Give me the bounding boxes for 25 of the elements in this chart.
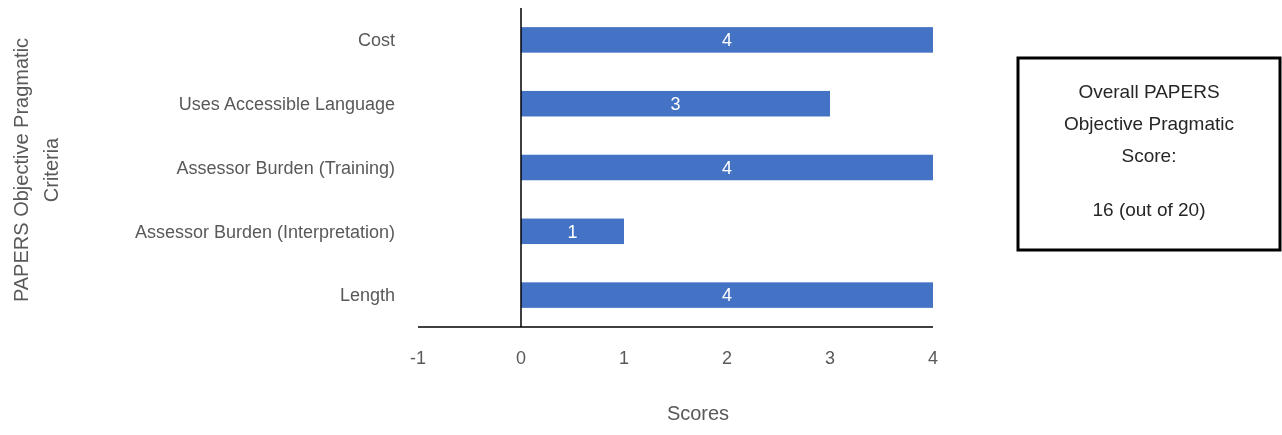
- bar: [521, 154, 933, 181]
- x-axis-title: Scores: [666, 402, 730, 424]
- bar: [521, 27, 933, 53]
- x-tick-label: 0: [515, 348, 527, 368]
- x-tick-label: 3: [824, 348, 836, 368]
- y-tick-label: Assessor Burden (Interpretation): [134, 221, 395, 242]
- text: 16 (out of 20): [1092, 199, 1206, 220]
- data-label: 4: [721, 30, 733, 51]
- y-tick-label: Length: [339, 285, 395, 306]
- data-label: 3: [670, 94, 681, 114]
- data-label: 4: [721, 157, 733, 178]
- bar: [521, 282, 933, 308]
- x-tick-label: -1: [409, 348, 427, 368]
- bar: [521, 218, 624, 245]
- x-tick-label: 4: [927, 348, 939, 368]
- y-tick-label: Cost: [357, 30, 395, 51]
- x-tick-label: 1: [618, 348, 630, 368]
- y-tick-label: Uses Accessible Language: [178, 94, 395, 114]
- x-tick-label: 2: [721, 348, 733, 368]
- y-tick-label: Assessor Burden (Training): [176, 157, 395, 178]
- data-label: 1: [567, 221, 578, 242]
- y-axis-title: PAPERS Objective Pragmatic Criteria: [10, 37, 62, 303]
- bar: [521, 90, 830, 117]
- text: Overall PAPERS Objective Pragmatic Score:: [1063, 81, 1235, 166]
- data-label: 4: [721, 285, 733, 306]
